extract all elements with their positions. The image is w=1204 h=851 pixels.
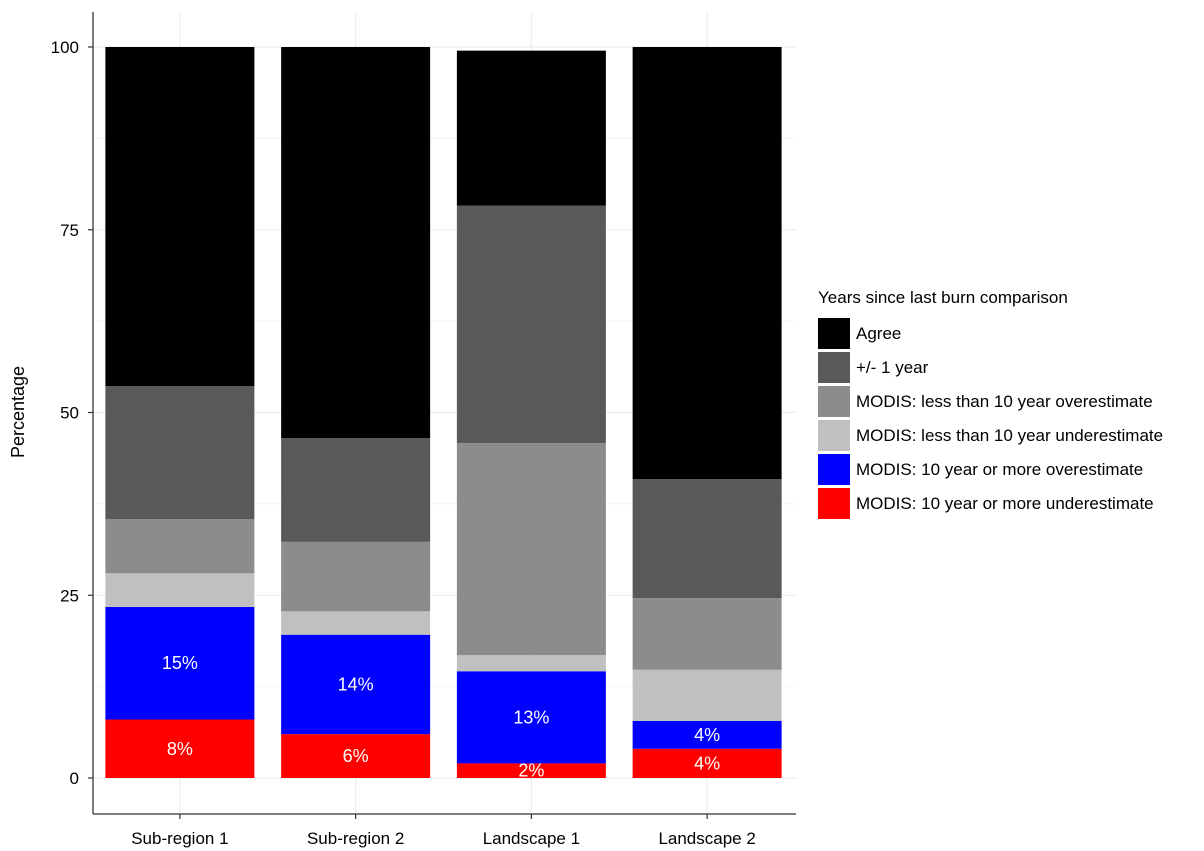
bar-segment (632, 479, 782, 599)
legend-label: MODIS: less than 10 year overestimate (856, 391, 1153, 411)
legend-title: Years since last burn comparison (818, 288, 1068, 307)
bar-segment (105, 386, 255, 520)
legend-label: MODIS: 10 year or more underestimate (856, 493, 1154, 513)
x-tick-label: Landscape 2 (658, 829, 755, 848)
bar-segment (632, 598, 782, 670)
bar-segment (281, 734, 431, 778)
legend-label: MODIS: less than 10 year underestimate (856, 425, 1164, 445)
bar-segment (456, 205, 606, 444)
bar-segment (632, 47, 782, 480)
bar-segment (105, 519, 255, 574)
data-label: 15% (162, 653, 198, 673)
axes (88, 12, 796, 819)
bar-segment (281, 47, 431, 439)
legend: Years since last burn comparison Agree +/… (818, 287, 1198, 522)
legend-label: MODIS: 10 year or more overestimate (856, 459, 1144, 479)
bar-segment (456, 655, 606, 672)
data-label: 4% (694, 753, 720, 773)
bar-segment (105, 719, 255, 778)
legend-items: Agree +/- 1 year MODIS: less than 10 year … (818, 318, 1198, 519)
data-labels: 8% 15% 6% 14% 2% 13% 4% 4% (162, 653, 720, 780)
legend-label: Agree (856, 323, 902, 343)
legend-swatch (818, 386, 850, 417)
y-tick-label: 100 (51, 38, 79, 57)
bar-segment (281, 541, 431, 612)
stacked-bar-chart: 0 25 50 75 100 Sub-region 1 Sub-region 2 Landsc… (8, 12, 796, 848)
y-tick-label: 50 (60, 404, 79, 423)
legend-swatch (818, 488, 850, 519)
legend-swatch (818, 420, 850, 451)
bars (105, 47, 782, 778)
legend-label: +/- 1 year (856, 357, 929, 377)
bar-segment (632, 669, 782, 721)
x-tick-label: Sub-region 1 (131, 829, 228, 848)
y-axis-title: Percentage (8, 366, 28, 458)
data-label: 2% (518, 761, 544, 781)
tick-labels: 0 25 50 75 100 Sub-region 1 Sub-region 2 Landsc… (51, 38, 756, 848)
bar-segment (105, 606, 255, 720)
bar-segment (105, 573, 255, 607)
x-tick-label: Landscape 1 (483, 829, 580, 848)
bar-segment (456, 763, 606, 778)
y-tick-label: 25 (60, 586, 79, 605)
legend-item: +/- 1 year (818, 352, 1198, 383)
data-label: 14% (338, 674, 374, 694)
data-label: 8% (167, 739, 193, 759)
x-tick-label: Sub-region 2 (307, 829, 404, 848)
legend-item: MODIS: less than 10 year underestimate (818, 420, 1198, 451)
legend-swatch (818, 454, 850, 485)
data-label: 13% (513, 707, 549, 727)
legend-swatch (818, 352, 850, 383)
y-tick-label: 0 (70, 769, 79, 788)
legend-item: MODIS: 10 year or more overestimate (818, 454, 1198, 485)
bar-segment (456, 443, 606, 656)
bar-segment (105, 47, 255, 387)
legend-item: MODIS: less than 10 year overestimate (818, 386, 1198, 417)
bar-segment (281, 438, 431, 542)
bar-segment (632, 720, 782, 749)
data-label: 6% (343, 746, 369, 766)
bar-segment (281, 634, 431, 735)
bar-segment (281, 611, 431, 635)
bar-segment (456, 50, 606, 206)
data-label: 4% (694, 725, 720, 745)
y-tick-label: 75 (60, 221, 79, 240)
bar-segment (632, 748, 782, 778)
legend-item: MODIS: 10 year or more underestimate (818, 488, 1198, 519)
legend-swatch (818, 318, 850, 349)
bar-segment (456, 671, 606, 764)
legend-item: Agree (818, 318, 1198, 349)
